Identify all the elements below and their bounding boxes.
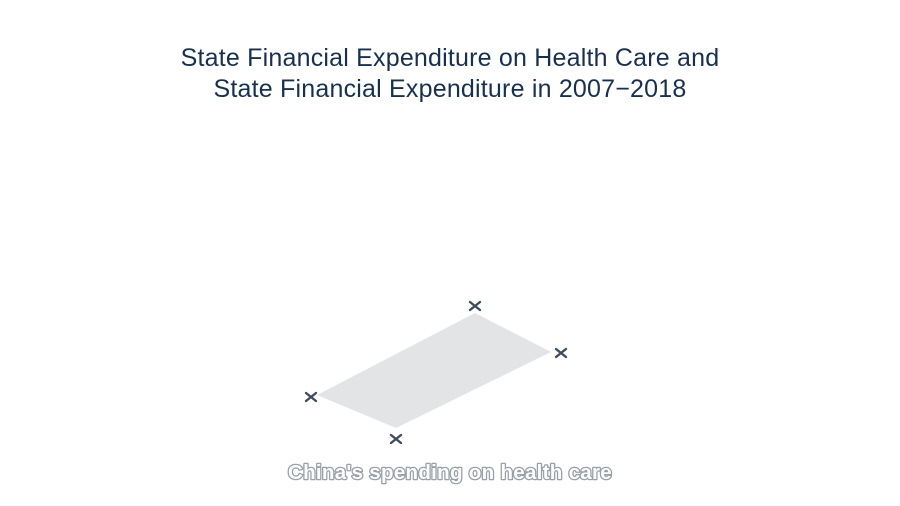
corner-marker-top-icon xyxy=(468,300,482,312)
plane-surface xyxy=(317,313,551,428)
chart-title: State Financial Expenditure on Health Ca… xyxy=(0,43,900,105)
caption-text: China's spending on health care xyxy=(288,461,612,484)
corner-marker-right-icon xyxy=(554,347,568,359)
corner-marker-left-icon xyxy=(304,391,318,403)
chart-title-line2: State Financial Expenditure in 2007−2018 xyxy=(213,75,687,103)
corner-marker-bottom-icon xyxy=(389,433,403,445)
chart-title-line1: State Financial Expenditure on Health Ca… xyxy=(180,44,720,72)
